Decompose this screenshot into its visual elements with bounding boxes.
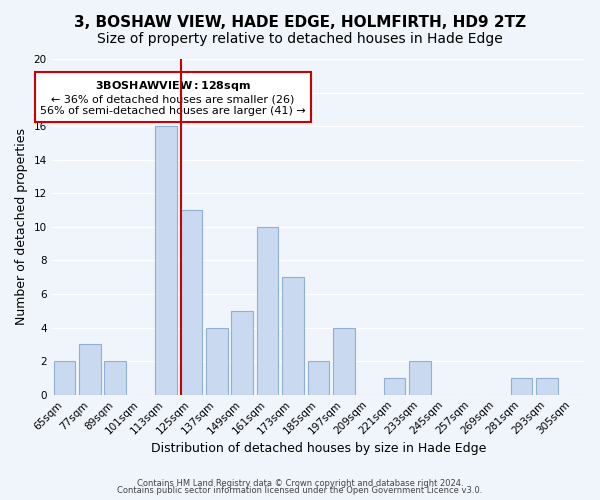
Text: $\bf{3 BOSHAW VIEW: 128sqm}$
← 36% of detached houses are smaller (26)
56% of se: $\bf{3 BOSHAW VIEW: 128sqm}$ ← 36% of de…: [40, 79, 306, 116]
Bar: [53, 361, 75, 394]
Bar: [104, 361, 126, 394]
Y-axis label: Number of detached properties: Number of detached properties: [15, 128, 28, 326]
Bar: [79, 344, 101, 395]
Bar: [536, 378, 557, 394]
Text: Contains public sector information licensed under the Open Government Licence v3: Contains public sector information licen…: [118, 486, 482, 495]
Bar: [308, 361, 329, 394]
Text: 3, BOSHAW VIEW, HADE EDGE, HOLMFIRTH, HD9 2TZ: 3, BOSHAW VIEW, HADE EDGE, HOLMFIRTH, HD…: [74, 15, 526, 30]
Bar: [232, 311, 253, 394]
X-axis label: Distribution of detached houses by size in Hade Edge: Distribution of detached houses by size …: [151, 442, 486, 455]
Text: Size of property relative to detached houses in Hade Edge: Size of property relative to detached ho…: [97, 32, 503, 46]
Bar: [155, 126, 177, 394]
Bar: [282, 277, 304, 394]
Bar: [511, 378, 532, 394]
Bar: [257, 227, 278, 394]
Bar: [333, 328, 355, 394]
Bar: [384, 378, 406, 394]
Bar: [181, 210, 202, 394]
Bar: [206, 328, 227, 394]
Bar: [409, 361, 431, 394]
Text: Contains HM Land Registry data © Crown copyright and database right 2024.: Contains HM Land Registry data © Crown c…: [137, 478, 463, 488]
